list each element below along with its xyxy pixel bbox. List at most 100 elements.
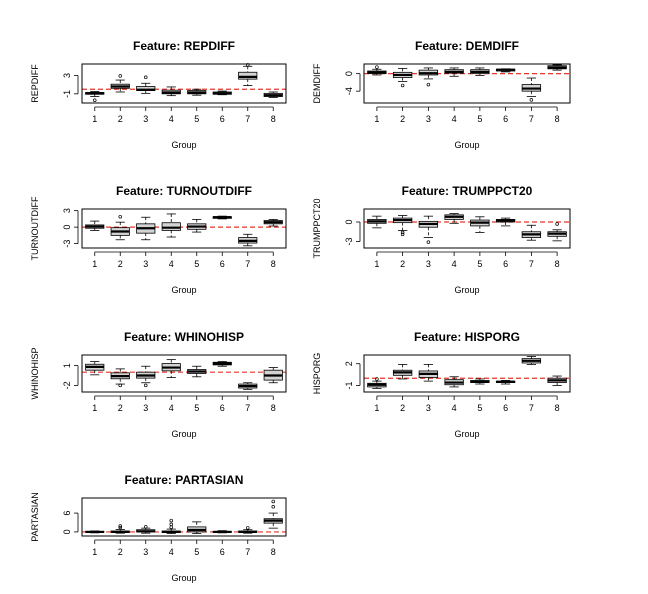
x-tick-label: 4 [169, 259, 174, 269]
box-group-2 [392, 364, 413, 380]
box-group-7 [521, 224, 542, 241]
outlier-point [144, 383, 148, 388]
outlier-point [118, 74, 122, 78]
x-tick-label: 4 [452, 259, 457, 269]
x-tick-label: 6 [220, 547, 225, 557]
y-tick-label: 6 [62, 511, 72, 516]
x-tick-label: 3 [143, 403, 148, 413]
x-tick-label: 8 [555, 259, 560, 269]
y-axis: -4 0 [344, 71, 361, 95]
outlier-point [400, 230, 405, 235]
x-tick-label: 7 [529, 403, 534, 413]
box-group-6 [495, 379, 516, 385]
x-tick-label: 6 [503, 259, 508, 269]
box-group-4 [444, 67, 464, 77]
x-axis-label: Group [454, 140, 479, 150]
box-group-8 [547, 222, 567, 242]
box-group-7 [238, 382, 258, 390]
x-axis: 1 2 3 4 5 6 7 8 [92, 251, 276, 269]
outlier-point [169, 525, 174, 529]
x-axis: 1 2 3 4 5 6 7 8 [92, 106, 276, 124]
x-tick-label: 5 [194, 403, 199, 413]
box-group-8 [263, 91, 283, 98]
x-tick-label: 2 [118, 259, 123, 269]
box-group-6 [495, 217, 516, 227]
x-tick-label: 3 [426, 403, 431, 413]
box-group-7 [238, 233, 258, 247]
x-tick-label: 8 [271, 259, 276, 269]
outlier-point [246, 526, 250, 530]
plot-frame [81, 63, 287, 104]
outlier-point [144, 525, 148, 529]
y-tick-label: -3 [344, 237, 354, 245]
x-tick-label: 2 [118, 403, 123, 413]
x-tick-label: 7 [245, 403, 250, 413]
chart-panel-1: Feature: REPDIFF 1 2 3 4 5 6 7 8 Group -1 3 REPDIFF [30, 39, 287, 150]
y-tick-label: 0 [344, 219, 354, 224]
box-group-5 [470, 216, 490, 233]
x-tick-label: 1 [92, 403, 97, 413]
x-tick-label: 7 [529, 259, 534, 269]
box-group-1 [85, 91, 105, 102]
x-tick-label: 4 [169, 114, 174, 124]
x-tick-label: 2 [118, 547, 123, 557]
y-tick-label: 0 [62, 225, 72, 230]
box-group-8 [547, 64, 567, 71]
x-axis-label: Group [454, 429, 479, 439]
x-tick-label: 5 [194, 114, 199, 124]
y-tick-label: -4 [344, 87, 354, 95]
outlier-point [271, 505, 276, 509]
box-group-5 [187, 88, 207, 96]
outlier-point [271, 499, 276, 504]
x-tick-label: 7 [529, 114, 534, 124]
x-tick-label: 2 [400, 259, 405, 269]
box-group-4 [444, 376, 464, 388]
y-tick-label: 0 [62, 529, 72, 534]
x-tick-label: 7 [245, 114, 250, 124]
x-tick-label: 1 [374, 259, 379, 269]
box-group-2 [110, 74, 130, 93]
x-tick-label: 3 [143, 547, 148, 557]
box-group-4 [161, 518, 181, 534]
plot-frame [363, 208, 571, 249]
chart-title: Feature: HISPORG [414, 330, 520, 344]
x-axis-label: Group [171, 573, 196, 583]
x-tick-label: 4 [452, 403, 457, 413]
chart-title: Feature: TURNOUTDIFF [116, 184, 252, 198]
y-axis-label: TURNOUTDIFF [30, 196, 40, 260]
box-group-8 [263, 367, 283, 384]
x-tick-label: 7 [245, 547, 250, 557]
x-tick-label: 3 [426, 114, 431, 124]
x-tick-label: 1 [374, 403, 379, 413]
y-tick-label: 3 [62, 208, 72, 213]
x-tick-label: 8 [555, 403, 560, 413]
box-group-6 [212, 90, 232, 96]
outlier-point [118, 525, 122, 530]
box-group-6 [212, 215, 232, 220]
chart-title: Feature: REPDIFF [133, 39, 235, 53]
chart-panel-2: Feature: DEMDIFF 1 2 3 4 5 6 7 8 Group -4 0 DEMDIFF [312, 39, 571, 150]
y-axis: -3 0 [344, 219, 361, 246]
box-group-2 [110, 368, 130, 388]
box-group-2 [392, 67, 413, 88]
box-group-3 [136, 75, 156, 94]
x-tick-label: 5 [477, 114, 482, 124]
outlier-point [555, 222, 559, 226]
box-group-3 [418, 215, 439, 244]
chart-title: Feature: TRUMPPCT20 [402, 184, 533, 198]
y-axis: -3 0 3 [62, 208, 79, 248]
box-group-1 [85, 530, 105, 534]
outlier-point [426, 82, 431, 87]
chart-panel-3: Feature: TURNOUTDIFF 1 2 3 4 5 6 7 8 Group -3 0 3 TUR… [30, 184, 287, 295]
outlier-point [169, 518, 174, 523]
box-group-5 [187, 219, 207, 233]
box-group-1 [85, 361, 105, 376]
box-group-1 [367, 377, 387, 389]
x-axis: 1 2 3 4 5 6 7 8 [374, 251, 560, 269]
x-axis: 1 2 3 4 5 6 7 8 [374, 395, 560, 413]
outlier-point [118, 383, 122, 388]
box-group-2 [392, 215, 413, 237]
x-tick-label: 2 [400, 403, 405, 413]
x-tick-label: 6 [220, 114, 225, 124]
